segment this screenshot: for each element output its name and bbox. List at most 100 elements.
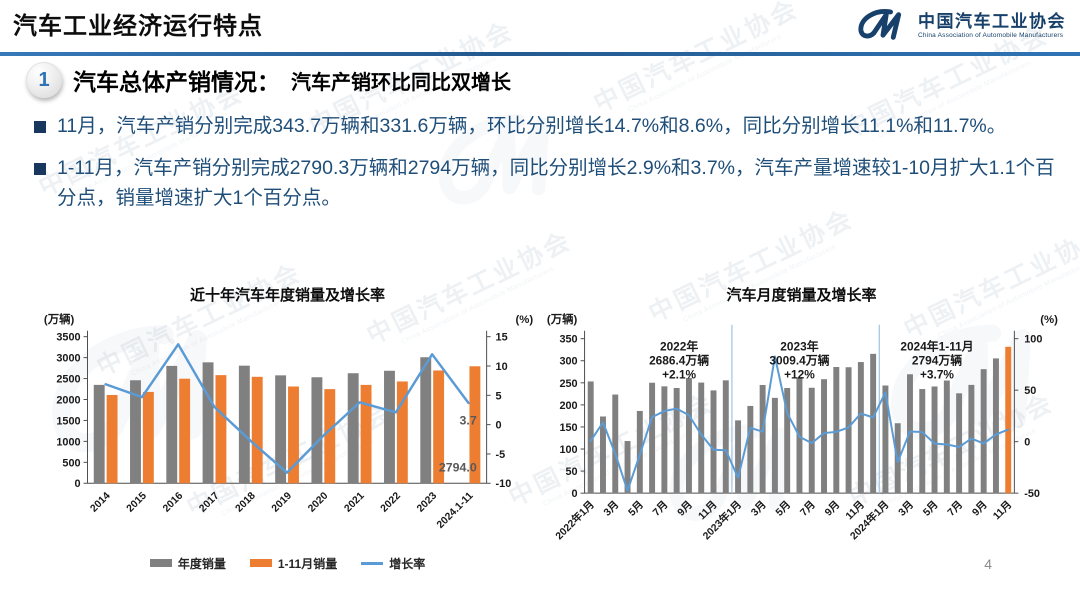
svg-text:2024.1-11: 2024.1-11 bbox=[435, 490, 476, 531]
monthly-chart-title: 汽车月度销量及增长率 bbox=[726, 287, 877, 304]
svg-text:3月: 3月 bbox=[602, 499, 622, 519]
svg-text:(%): (%) bbox=[1040, 314, 1058, 326]
svg-text:-10: -10 bbox=[496, 478, 512, 490]
svg-text:0: 0 bbox=[75, 478, 81, 490]
svg-text:100: 100 bbox=[560, 444, 578, 456]
legend-swatch-icon bbox=[149, 559, 172, 568]
svg-text:2022年1月: 2022年1月 bbox=[553, 498, 597, 542]
svg-text:100: 100 bbox=[1024, 334, 1042, 346]
svg-text:9月: 9月 bbox=[970, 499, 990, 519]
bullet-item: 1-11月，汽车产销分别完成2790.3万辆和2794万辆，同比分别增长2.9%… bbox=[34, 154, 1056, 213]
svg-text:1500: 1500 bbox=[56, 415, 80, 427]
svg-text:50: 50 bbox=[1024, 385, 1036, 397]
legend-swatch-icon bbox=[361, 561, 384, 565]
svg-text:9月: 9月 bbox=[675, 499, 695, 519]
svg-text:350: 350 bbox=[560, 334, 578, 346]
svg-text:1000: 1000 bbox=[56, 436, 80, 448]
svg-text:3009.4万辆: 3009.4万辆 bbox=[770, 353, 830, 367]
svg-text:3月: 3月 bbox=[749, 499, 769, 519]
logo-org-name-en: China Association of Automobile Manufact… bbox=[918, 31, 1064, 39]
bullet-text: 1-11月，汽车产销分别完成2790.3万辆和2794万辆，同比分别增长2.9%… bbox=[57, 157, 1055, 209]
svg-text:10: 10 bbox=[496, 361, 508, 373]
svg-text:+3.7%: +3.7% bbox=[920, 367, 954, 381]
svg-text:500: 500 bbox=[62, 457, 80, 469]
svg-text:300: 300 bbox=[560, 356, 578, 368]
bullet-list: 11月，汽车产销分别完成343.7万辆和331.6万辆，环比分别增长14.7%和… bbox=[34, 112, 1056, 226]
svg-text:50: 50 bbox=[566, 466, 578, 478]
svg-text:-50: -50 bbox=[1024, 488, 1040, 500]
svg-text:7月: 7月 bbox=[798, 499, 818, 519]
svg-text:11月: 11月 bbox=[991, 499, 1015, 523]
section-title: 汽车总体产销情况： bbox=[73, 69, 280, 95]
svg-text:2000: 2000 bbox=[56, 394, 80, 406]
svg-text:7月: 7月 bbox=[945, 499, 965, 519]
section-number-badge: 1 bbox=[26, 62, 62, 98]
svg-text:(万辆): (万辆) bbox=[44, 312, 75, 326]
svg-text:2021: 2021 bbox=[343, 490, 367, 514]
svg-text:7月: 7月 bbox=[651, 499, 671, 519]
svg-text:2019: 2019 bbox=[270, 490, 294, 514]
monthly-sales-chart: 汽车月度销量及增长率 (万辆) (%) 0 50 100 150 200 250 300 350 -… bbox=[539, 282, 1064, 572]
svg-text:2016: 2016 bbox=[161, 490, 185, 514]
logo-org-name: 中国汽车工业协会 bbox=[918, 12, 1066, 32]
legend-swatch-icon bbox=[249, 559, 272, 568]
svg-text:2015: 2015 bbox=[125, 490, 149, 514]
svg-text:3.7: 3.7 bbox=[460, 414, 477, 428]
bullet-square-icon bbox=[34, 163, 46, 176]
svg-text:15: 15 bbox=[496, 332, 508, 344]
svg-text:(万辆): (万辆) bbox=[547, 312, 578, 326]
svg-text:200: 200 bbox=[560, 400, 578, 412]
annual-sales-chart: 近十年汽车年度销量及增长率 (万辆) (%) 0 500 1000 1500 2000 250… bbox=[36, 282, 539, 572]
svg-text:2018: 2018 bbox=[234, 490, 258, 514]
svg-text:5: 5 bbox=[496, 390, 502, 402]
svg-text:0: 0 bbox=[1024, 437, 1030, 449]
section-subtitle: 汽车产销环比同比双增长 bbox=[291, 71, 511, 94]
legend-item: 年度销量 bbox=[149, 555, 226, 572]
svg-text:250: 250 bbox=[560, 378, 578, 390]
legend-item: 增长率 bbox=[361, 555, 425, 572]
svg-text:5月: 5月 bbox=[773, 499, 793, 519]
svg-text:0: 0 bbox=[572, 488, 578, 500]
bullet-item: 11月，汽车产销分别完成343.7万辆和331.6万辆，环比分别增长14.7%和… bbox=[34, 112, 1056, 141]
annual-chart-title: 近十年汽车年度销量及增长率 bbox=[190, 287, 386, 304]
svg-text:2686.4万辆: 2686.4万辆 bbox=[649, 353, 709, 367]
svg-text:2022: 2022 bbox=[379, 490, 403, 514]
svg-text:2023: 2023 bbox=[415, 490, 439, 514]
svg-text:-5: -5 bbox=[496, 449, 506, 461]
svg-text:5月: 5月 bbox=[921, 499, 941, 519]
caam-logo: 中国汽车工业协会 China Association of Automobile… bbox=[856, 7, 1066, 45]
svg-text:+2.1%: +2.1% bbox=[662, 367, 696, 381]
svg-text:+12%: +12% bbox=[784, 367, 815, 381]
svg-text:(%): (%) bbox=[515, 314, 533, 326]
svg-text:2014: 2014 bbox=[89, 490, 113, 514]
svg-text:2024年1-11月: 2024年1-11月 bbox=[900, 340, 973, 354]
svg-text:2022年: 2022年 bbox=[660, 340, 698, 354]
svg-text:2794.0: 2794.0 bbox=[439, 460, 477, 474]
header-divider bbox=[0, 52, 1080, 56]
svg-text:9月: 9月 bbox=[823, 499, 843, 519]
bullet-text: 11月，汽车产销分别完成343.7万辆和331.6万辆，环比分别增长14.7%和… bbox=[57, 115, 1007, 137]
legend-item: 1-11月销量 bbox=[249, 555, 337, 572]
monthly-chart-plot: (万辆) (%) 0 50 100 150 200 250 300 350 -50 0 50 100 202… bbox=[547, 312, 1058, 542]
svg-text:2500: 2500 bbox=[56, 374, 80, 386]
page-title: 汽车工业经济运行特点 bbox=[13, 13, 263, 40]
annual-chart-legend: 年度销量 1-11月销量 增长率 bbox=[36, 555, 539, 572]
svg-text:3500: 3500 bbox=[56, 332, 80, 344]
section-headline: 1 汽车总体产销情况： 汽车产销环比同比双增长 bbox=[26, 62, 511, 98]
svg-text:150: 150 bbox=[560, 422, 578, 434]
svg-text:2017: 2017 bbox=[197, 490, 221, 514]
svg-text:5月: 5月 bbox=[626, 499, 646, 519]
annual-chart-plot: (万辆) (%) 0 500 1000 1500 2000 2500 3000 3500 -10 -5… bbox=[44, 312, 533, 531]
svg-text:2020: 2020 bbox=[306, 490, 330, 514]
page-number: 4 bbox=[984, 556, 992, 572]
charts-row: 近十年汽车年度销量及增长率 (万辆) (%) 0 500 1000 1500 2000 250… bbox=[0, 282, 1080, 572]
svg-text:0: 0 bbox=[496, 420, 502, 432]
caam-logo-swoosh-icon bbox=[858, 9, 902, 40]
svg-text:2023年: 2023年 bbox=[780, 340, 818, 354]
svg-text:2794万辆: 2794万辆 bbox=[912, 353, 962, 367]
svg-text:3000: 3000 bbox=[56, 353, 80, 365]
bullet-square-icon bbox=[34, 121, 46, 133]
svg-text:3月: 3月 bbox=[896, 499, 916, 519]
